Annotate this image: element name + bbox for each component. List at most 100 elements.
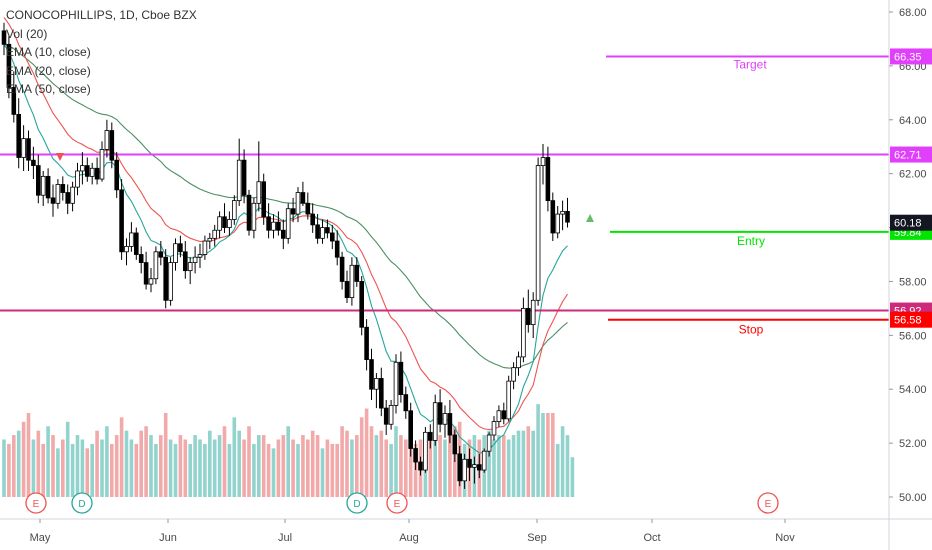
candle-body — [359, 281, 364, 328]
volume-bar — [555, 443, 560, 497]
candle-body — [50, 197, 56, 204]
candle-body — [467, 458, 472, 468]
legend-ema-50[interactable]: EMA (50, close) — [6, 82, 91, 96]
time-tick-label: Sep — [527, 532, 547, 544]
volume-bar — [7, 443, 11, 497]
candle-body — [423, 431, 428, 471]
volume-bar — [315, 435, 320, 497]
price-tick-label: 68.00 — [899, 7, 927, 19]
candle-body — [148, 278, 154, 285]
candle-body — [40, 175, 46, 196]
volume-bar — [340, 426, 344, 497]
candle-body — [535, 165, 541, 301]
entry-level-label: Entry — [737, 234, 765, 248]
volume-bar — [330, 443, 335, 497]
volume-bar — [276, 439, 281, 497]
resistance-price-badge — [890, 146, 932, 163]
legend-symbol[interactable]: CONOCOPHILLIPS, 1D, Cboe BZX — [6, 8, 197, 22]
legend-volume[interactable]: Vol (20) — [6, 26, 48, 41]
resistance-price-badge-text: 62.71 — [894, 150, 922, 162]
time-axis[interactable]: May Jun Jul Aug Sep Oct Nov — [0, 518, 932, 544]
volume-bar — [217, 435, 222, 497]
volume-bar — [41, 443, 45, 497]
volume-bar — [394, 426, 398, 497]
candle-body — [555, 213, 560, 234]
candle-body — [99, 149, 105, 180]
candle-body — [6, 43, 12, 88]
candle-body — [153, 251, 159, 280]
candle-body — [413, 448, 418, 463]
stop-price-badge-text: 56.58 — [894, 315, 922, 327]
price-tick-label: 52.00 — [899, 438, 927, 450]
legend-ema-10[interactable]: EMA (10, close) — [6, 45, 91, 59]
earnings-event-icon — [25, 492, 47, 514]
volume-bar — [404, 439, 408, 497]
price-axis[interactable]: 68.0066.0064.0062.0060.0058.0056.0054.00… — [888, 0, 932, 550]
candle-body — [545, 157, 551, 202]
volume-bar — [335, 443, 339, 497]
volume-bar — [31, 439, 36, 497]
candle-body — [344, 281, 350, 299]
candle-body — [462, 458, 467, 482]
volume-bar — [2, 439, 6, 497]
volume-bar — [301, 435, 305, 497]
candle-body — [163, 256, 169, 301]
volume-bar — [16, 430, 21, 497]
volume-bar — [261, 435, 266, 497]
candle-body — [437, 402, 443, 425]
target-price-badge-text: 66.35 — [894, 51, 922, 63]
volume-bar — [438, 435, 442, 497]
volume-bar — [271, 448, 276, 497]
candle-body — [388, 404, 394, 425]
stop-price-badge — [890, 311, 932, 328]
candle-body — [408, 410, 413, 449]
candle-body — [138, 254, 144, 263]
candle-body — [109, 130, 115, 161]
volume-bar — [497, 435, 501, 497]
candle-body — [349, 264, 355, 299]
candle-body — [427, 431, 433, 441]
buy-signal-marker — [586, 214, 594, 222]
candle-body — [310, 213, 315, 226]
volume-bar — [546, 412, 550, 497]
candle-body — [457, 453, 462, 482]
candle-body — [315, 224, 320, 239]
volume-bar — [188, 443, 192, 497]
volume-bar — [252, 443, 256, 497]
price-candles — [1, 22, 570, 489]
candle-body — [530, 299, 536, 325]
candle-body — [418, 461, 423, 471]
volume-bar — [208, 430, 212, 497]
earnings-event-letter: E — [394, 499, 401, 510]
candle-body — [481, 450, 487, 471]
candle-body — [369, 359, 374, 390]
time-tick-label: Jun — [159, 532, 177, 544]
dividend-event-icon — [71, 492, 93, 514]
candle-body — [11, 87, 17, 115]
volume-bar — [12, 435, 16, 497]
target-price-badge — [890, 48, 932, 65]
current-price-badge-text: 60.18 — [894, 218, 922, 230]
candle-body — [36, 165, 41, 196]
candle-body — [192, 256, 198, 263]
volume-bar — [163, 412, 168, 497]
price-tick-label: 62.00 — [899, 169, 927, 181]
candle-body — [75, 170, 80, 188]
volume-bar — [433, 430, 437, 497]
legend-ema-20[interactable]: EMA (20, close) — [6, 63, 91, 78]
volume-bar — [541, 412, 545, 497]
price-tick-label: 58.00 — [899, 276, 927, 288]
dividend-event-letter: D — [353, 499, 360, 510]
candle-body — [187, 262, 193, 272]
horizontal-levels[interactable]: Target Entry Stop — [0, 55, 889, 337]
volume-bar — [144, 426, 148, 497]
candle-body — [374, 378, 379, 390]
candle-body — [94, 167, 100, 180]
price-tick-label: 56.00 — [899, 330, 927, 342]
volume-bar — [531, 430, 535, 497]
volume-bar — [178, 435, 183, 497]
signal-markers — [56, 153, 594, 222]
volume-bar — [26, 412, 31, 497]
